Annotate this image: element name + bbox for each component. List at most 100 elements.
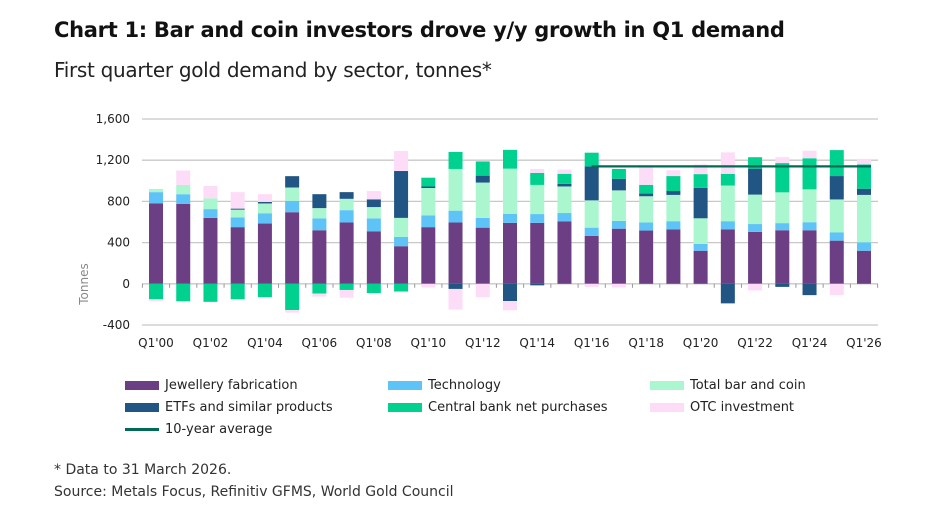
bar-segment-technology [666, 221, 681, 230]
stacked-bar-chart: 1,600 1,200 800 400 0 -400 Q1'00 Q1'02 Q1'04 Q1'0… [77, 112, 882, 350]
bar-segment-technology [230, 217, 245, 228]
bar-stack-Q1'18 [639, 165, 654, 284]
bar-segment-technology [257, 213, 272, 224]
bar-segment-technology [748, 224, 763, 232]
bar-stack-Q1'05 [285, 176, 300, 313]
bar-segment-total-bar-and-coin [312, 208, 327, 219]
legend-swatch [125, 428, 159, 431]
bar-stack-Q1'10 [421, 177, 436, 288]
bar-segment-otc-investment [857, 158, 871, 165]
bar-segment-otc-investment [584, 283, 599, 287]
bar-segment-otc-investment [720, 152, 735, 174]
bar-segment-otc-investment [257, 194, 272, 202]
bar-segment-etfs-and-similar-products [775, 283, 790, 287]
bar-segment-etfs-and-similar-products [366, 199, 381, 208]
x-tick-label: Q1'16 [574, 336, 610, 350]
bar-segment-total-bar-and-coin [203, 198, 218, 210]
bar-segment-otc-investment [557, 169, 572, 174]
bar-segment-jewellery-fabrication [802, 230, 817, 284]
bar-stack-Q1'08 [366, 191, 381, 294]
bar-segment-jewellery-fabrication [639, 230, 654, 284]
bar-segment-jewellery-fabrication [584, 235, 599, 284]
y-axis-label: Tonnes [77, 263, 91, 305]
bar-segment-otc-investment [176, 170, 191, 185]
footnote: * Data to 31 March 2026. [54, 462, 232, 478]
y-tick-label: 1,600 [96, 112, 130, 126]
bar-segment-total-bar-and-coin [475, 182, 490, 218]
bar-segment-etfs-and-similar-products [611, 178, 626, 191]
bar-segment-jewellery-fabrication [339, 222, 354, 284]
bar-segment-otc-investment [475, 283, 490, 298]
bar-segment-central-bank-net-purchases [802, 158, 817, 190]
bar-segment-central-bank-net-purchases [748, 157, 763, 169]
bar-segment-central-bank-net-purchases [611, 168, 626, 179]
bar-segment-total-bar-and-coin [503, 168, 517, 214]
bar-segment-total-bar-and-coin [176, 184, 191, 195]
bar-segment-jewellery-fabrication [748, 231, 763, 284]
bar-segment-central-bank-net-purchases [230, 283, 245, 300]
bar-segment-etfs-and-similar-products [475, 175, 490, 183]
bar-segment-jewellery-fabrication [257, 223, 272, 284]
legend-label: OTC investment [690, 400, 795, 415]
bar-segment-total-bar-and-coin [775, 192, 790, 224]
bar-segment-etfs-and-similar-products [829, 176, 844, 200]
bar-stack-Q1'24 [802, 150, 817, 296]
bar-segment-total-bar-and-coin [693, 218, 708, 244]
bar-segment-otc-investment [203, 185, 218, 199]
bar-segment-total-bar-and-coin [394, 217, 409, 237]
bar-segment-central-bank-net-purchases [720, 173, 735, 186]
bar-segment-central-bank-net-purchases [149, 283, 163, 300]
bar-segment-central-bank-net-purchases [394, 283, 409, 292]
bar-segment-central-bank-net-purchases [421, 177, 436, 187]
bar-segment-otc-investment [448, 288, 463, 310]
bar-segment-technology [366, 218, 381, 232]
bar-segment-central-bank-net-purchases [257, 283, 272, 298]
bar-segment-technology [339, 210, 354, 223]
bar-segment-jewellery-fabrication [530, 222, 545, 284]
bar-segment-etfs-and-similar-products [748, 168, 763, 195]
bar-segment-technology [693, 243, 708, 251]
bar-segment-jewellery-fabrication [557, 221, 572, 284]
y-tick-label: 0 [122, 277, 130, 291]
bar-segment-otc-investment [312, 293, 327, 297]
bar-segment-etfs-and-similar-products [339, 192, 354, 199]
bar-segment-central-bank-net-purchases [693, 174, 708, 188]
bar-segment-central-bank-net-purchases [285, 283, 300, 311]
bar-segment-jewellery-fabrication [448, 222, 463, 284]
bar-stack-Q1'26 [857, 158, 871, 284]
bar-segment-technology [312, 218, 327, 231]
bar-segment-otc-investment [666, 170, 681, 177]
legend-swatch [388, 381, 422, 390]
bar-segment-etfs-and-similar-products [639, 193, 654, 197]
bar-segment-central-bank-net-purchases [666, 176, 681, 191]
bar-segment-technology [775, 223, 790, 231]
bar-segment-etfs-and-similar-products [530, 283, 545, 286]
legend-item: 10-year average [125, 422, 272, 437]
bar-segment-jewellery-fabrication [720, 229, 735, 284]
bar-segment-otc-investment [775, 157, 790, 164]
bar-segment-jewellery-fabrication [666, 229, 681, 284]
x-tick-label: Q1'24 [792, 336, 828, 350]
chart-subtitle: First quarter gold demand by sector, ton… [54, 58, 492, 82]
bar-segment-central-bank-net-purchases [775, 163, 790, 193]
bar-segment-central-bank-net-purchases [312, 283, 327, 294]
source-note: Source: Metals Focus, Refinitiv GFMS, Wo… [54, 484, 454, 500]
bar-segment-etfs-and-similar-products [557, 183, 572, 187]
bar-segment-etfs-and-similar-products [584, 166, 599, 201]
bar-segment-total-bar-and-coin [584, 200, 599, 228]
bar-segment-total-bar-and-coin [829, 199, 844, 233]
bar-segment-total-bar-and-coin [666, 194, 681, 222]
bar-segment-otc-investment [285, 310, 300, 313]
bar-segment-technology [584, 227, 599, 236]
bar-stack-Q1'09 [394, 150, 409, 292]
bar-segment-jewellery-fabrication [394, 246, 409, 284]
legend-swatch [650, 381, 684, 390]
bar-segment-etfs-and-similar-products [666, 190, 681, 195]
bar-segment-total-bar-and-coin [611, 190, 626, 221]
bar-segment-jewellery-fabrication [475, 227, 490, 284]
bar-segment-technology [720, 221, 735, 230]
bar-segment-total-bar-and-coin [230, 209, 245, 218]
bar-stack-Q1'03 [230, 192, 245, 300]
x-tick-label: Q1'04 [247, 336, 283, 350]
legend-swatch [388, 403, 422, 412]
